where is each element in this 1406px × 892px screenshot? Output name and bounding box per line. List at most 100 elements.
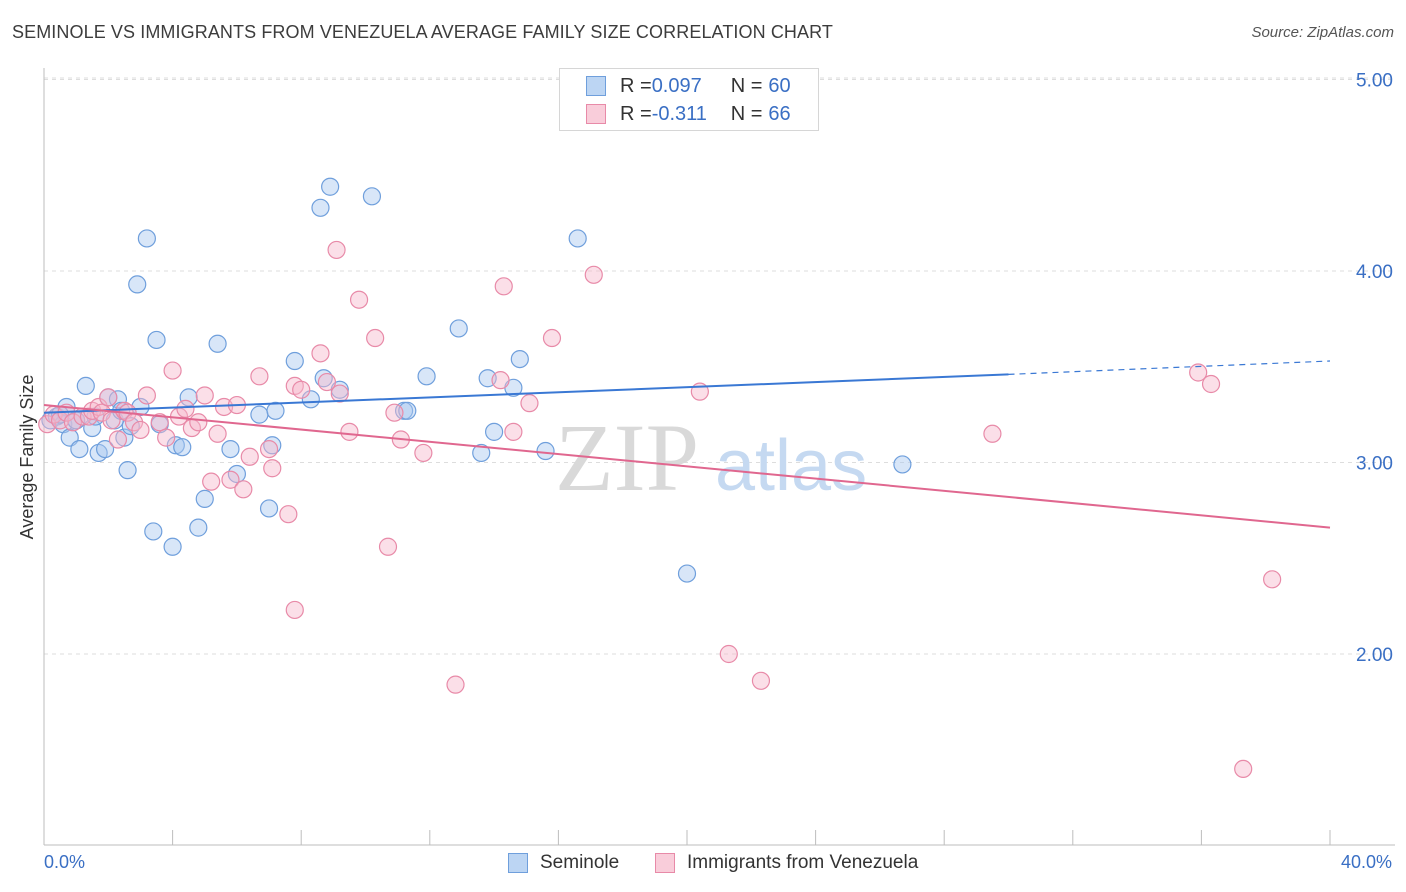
venezuela-point xyxy=(99,388,118,407)
seminole-point xyxy=(115,428,134,447)
y-tick-label: 2.00 xyxy=(1356,645,1393,666)
seminole-point xyxy=(259,499,279,518)
x-tick-label-max: 40.0% xyxy=(1340,852,1392,872)
seminole-point xyxy=(221,439,240,459)
venezuela-point xyxy=(92,403,111,422)
seminole-point xyxy=(144,522,163,541)
venezuela-point xyxy=(366,328,385,348)
venezuela-point xyxy=(983,424,1002,443)
venezuela-point xyxy=(221,470,240,489)
venezuela-point xyxy=(234,480,253,499)
venezuela-point xyxy=(1201,374,1221,394)
venezuela-swatch xyxy=(586,104,606,124)
venezuela-point xyxy=(504,422,523,441)
venezuela-point xyxy=(208,424,227,443)
seminole-point xyxy=(137,229,156,248)
seminole-point xyxy=(485,422,504,441)
venezuela-point xyxy=(542,328,562,348)
venezuela-points xyxy=(38,240,1282,779)
seminole-point xyxy=(321,177,340,196)
venezuela-point xyxy=(751,671,771,690)
n-label: N = xyxy=(730,102,763,125)
venezuela-point xyxy=(195,386,214,405)
venezuela-point xyxy=(285,600,304,620)
venezuela-point xyxy=(250,367,269,386)
seminole-point xyxy=(166,436,185,455)
venezuela-point xyxy=(279,505,298,524)
seminole-point xyxy=(250,405,269,424)
series-legend: Seminole Immigrants from Venezuela xyxy=(0,852,1406,876)
venezuela-point xyxy=(240,447,259,466)
x-tick-label-min: 0.0% xyxy=(44,852,86,872)
seminole-point xyxy=(417,367,436,386)
r-value: 0.097 xyxy=(651,74,702,97)
seminole-point xyxy=(95,439,115,459)
legend-row-seminole: R = 0.097 N = 60 xyxy=(586,75,791,97)
seminole-point xyxy=(677,564,697,583)
seminole-point xyxy=(362,187,382,206)
source-label: Source: ZipAtlas.com xyxy=(1251,24,1394,41)
seminole-trend-line xyxy=(43,373,1009,414)
legend-item-seminole: Seminole xyxy=(508,852,619,874)
venezuela-point xyxy=(189,413,208,432)
venezuela-point xyxy=(327,240,346,260)
seminole-point xyxy=(70,439,89,459)
seminole-swatch xyxy=(586,76,606,96)
venezuela-point xyxy=(378,537,398,556)
trend-lines xyxy=(43,360,1331,529)
legend-item-venezuela: Immigrants from Venezuela xyxy=(655,852,918,874)
seminole-trend-extension xyxy=(1008,360,1331,376)
y-tick-label: 5.00 xyxy=(1356,71,1393,92)
y-tick-label: 4.00 xyxy=(1356,262,1393,283)
venezuela-point xyxy=(150,413,169,432)
venezuela-point xyxy=(108,430,128,449)
seminole-point xyxy=(449,319,468,338)
seminole-point xyxy=(208,334,227,353)
r-label: R = xyxy=(620,74,652,97)
venezuela-trend-line xyxy=(43,404,1331,529)
venezuela-point xyxy=(494,277,513,296)
venezuela-point xyxy=(491,371,510,390)
venezuela-point xyxy=(292,380,311,399)
venezuela-point xyxy=(1234,759,1253,779)
n-value: 60 xyxy=(768,74,791,97)
seminole-point xyxy=(266,401,285,420)
correlation-legend: R = 0.097 N = 60 R = -0.311 N = 66 xyxy=(559,68,819,131)
watermark-atlas: atlas xyxy=(715,426,867,506)
legend-row-venezuela: R = -0.311 N = 66 xyxy=(586,103,791,125)
seminole-legend-swatch xyxy=(508,853,528,873)
seminole-point xyxy=(285,351,304,371)
seminole-point xyxy=(179,388,198,407)
venezuela-point xyxy=(311,344,330,363)
r-value: -0.311 xyxy=(651,102,707,125)
venezuela-point xyxy=(63,413,83,432)
venezuela-legend-swatch xyxy=(655,853,675,873)
venezuela-point xyxy=(163,361,182,380)
y-axis-label: Average Family Size xyxy=(17,375,37,540)
venezuela-point xyxy=(317,372,337,392)
seminole-point xyxy=(536,441,555,461)
seminole-point xyxy=(301,390,320,409)
r-label: R = xyxy=(620,102,652,125)
venezuela-point xyxy=(719,644,738,664)
seminole-point xyxy=(311,198,330,217)
venezuela-point xyxy=(414,443,433,463)
venezuela-point xyxy=(330,384,349,403)
legend-label-venezuela: Immigrants from Venezuela xyxy=(687,852,919,873)
chart-title: SEMINOLE VS IMMIGRANTS FROM VENEZUELA AV… xyxy=(12,22,833,42)
n-label: N = xyxy=(730,74,763,97)
legend-label-seminole: Seminole xyxy=(540,852,620,873)
venezuela-point xyxy=(176,399,195,418)
seminole-point xyxy=(510,349,529,369)
seminole-point xyxy=(128,275,147,294)
venezuela-point xyxy=(446,675,465,694)
venezuela-point xyxy=(157,428,176,447)
seminole-point xyxy=(893,455,912,474)
venezuela-point xyxy=(520,394,539,413)
venezuela-point xyxy=(202,472,221,491)
venezuela-point xyxy=(1263,570,1282,589)
venezuela-point xyxy=(131,420,150,440)
seminole-point xyxy=(568,229,587,248)
seminole-point xyxy=(189,518,208,537)
